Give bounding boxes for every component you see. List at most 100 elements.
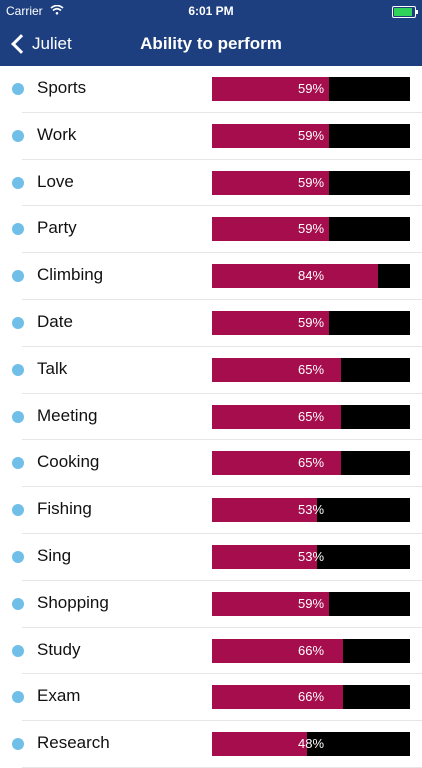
progress-bar: 48% — [212, 732, 410, 757]
progress-bar: 59% — [212, 170, 410, 195]
progress-percent: 66% — [297, 689, 325, 705]
progress-fill — [212, 123, 329, 148]
item-label: Talk — [37, 358, 68, 378]
progress-bar: 66% — [212, 638, 410, 663]
item-label: Research — [37, 733, 110, 753]
item-label: Shopping — [37, 592, 109, 612]
progress-bar: 53% — [212, 544, 410, 569]
progress-bar: 53% — [212, 498, 410, 523]
bullet-dot-icon — [12, 223, 24, 236]
wifi-icon — [50, 4, 64, 18]
progress-percent: 59% — [297, 174, 325, 190]
list-item: Meeting 65% — [0, 394, 422, 441]
bullet-dot-icon — [12, 270, 24, 283]
progress-fill — [212, 404, 341, 429]
progress-fill — [212, 685, 343, 710]
bullet-dot-icon — [12, 316, 24, 329]
progress-percent: 65% — [297, 455, 325, 471]
progress-bar: 84% — [212, 264, 410, 289]
progress-percent: 59% — [297, 127, 325, 143]
item-label: Cooking — [37, 452, 100, 472]
bullet-dot-icon — [12, 644, 24, 657]
progress-bar: 66% — [212, 685, 410, 710]
list-item: Love 59% — [0, 160, 422, 207]
bullet-dot-icon — [12, 457, 24, 470]
list-item: Date 59% — [0, 300, 422, 347]
progress-percent: 53% — [297, 548, 325, 564]
progress-fill — [212, 591, 329, 616]
progress-bar: 65% — [212, 451, 410, 476]
item-label: Study — [37, 639, 81, 659]
progress-fill — [212, 310, 329, 335]
bullet-dot-icon — [12, 410, 24, 423]
bullet-dot-icon — [12, 129, 24, 142]
carrier-label: Carrier — [6, 4, 43, 18]
progress-fill — [212, 170, 329, 195]
progress-percent: 59% — [297, 221, 325, 237]
progress-bar: 59% — [212, 591, 410, 616]
progress-bar: 65% — [212, 357, 410, 382]
progress-percent: 59% — [297, 81, 325, 96]
list-item: Party 59% — [0, 206, 422, 253]
back-button[interactable]: Juliet — [10, 32, 72, 56]
progress-bar: 59% — [212, 310, 410, 335]
progress-percent: 53% — [297, 502, 325, 518]
bullet-dot-icon — [12, 504, 24, 517]
bullet-dot-icon — [12, 176, 24, 189]
item-label: Exam — [37, 686, 81, 706]
item-label: Sing — [37, 545, 72, 565]
item-label: Love — [37, 171, 74, 191]
list-item: Exam 66% — [0, 674, 422, 721]
progress-fill — [212, 544, 317, 569]
progress-fill — [212, 451, 341, 476]
progress-percent: 48% — [297, 736, 325, 752]
clock: 6:01 PM — [188, 4, 234, 18]
item-label: Date — [37, 311, 73, 331]
page-title: Ability to perform — [140, 34, 282, 53]
progress-fill — [212, 498, 317, 523]
list-item: Talk 65% — [0, 347, 422, 394]
item-label: Meeting — [37, 405, 98, 425]
bullet-dot-icon — [12, 691, 24, 704]
list-item: Research 48% — [0, 721, 422, 768]
item-label: Sports — [37, 78, 87, 97]
item-label: Climbing — [37, 265, 104, 285]
progress-percent: 84% — [297, 268, 325, 284]
progress-percent: 66% — [297, 642, 325, 658]
list-item: Cooking 65% — [0, 440, 422, 487]
bullet-dot-icon — [12, 738, 24, 751]
bullet-dot-icon — [12, 550, 24, 563]
progress-fill — [212, 357, 341, 382]
progress-fill — [212, 264, 379, 289]
progress-percent: 65% — [297, 361, 325, 377]
progress-bar: 59% — [212, 77, 410, 101]
item-label: Work — [37, 124, 77, 144]
list-item: Sports 59% — [0, 66, 422, 113]
progress-fill — [212, 638, 343, 663]
bullet-dot-icon — [12, 83, 24, 95]
list-item: Climbing 84% — [0, 253, 422, 300]
progress-bar: 65% — [212, 404, 410, 429]
progress-fill — [212, 77, 329, 101]
status-bar: Carrier 6:01 PM — [0, 0, 422, 22]
bullet-dot-icon — [12, 597, 24, 610]
list-item: Fishing 53% — [0, 487, 422, 534]
navigation-bar: Juliet Ability to perform — [0, 22, 422, 66]
bullet-dot-icon — [12, 363, 24, 376]
progress-percent: 59% — [297, 314, 325, 330]
ability-list: Sports 59% Work 59% Love 59% Party 59% Climbing 8… — [0, 66, 422, 768]
list-item: Shopping 59% — [0, 581, 422, 628]
item-label: Party — [37, 218, 77, 238]
progress-fill — [212, 217, 329, 242]
item-label: Fishing — [37, 499, 92, 519]
list-item: Study 66% — [0, 628, 422, 675]
progress-bar: 59% — [212, 123, 410, 148]
progress-percent: 65% — [297, 408, 325, 424]
list-item: Work 59% — [0, 113, 422, 160]
progress-percent: 59% — [297, 595, 325, 611]
top-bar: Carrier 6:01 PM Juliet Ability to perfor… — [0, 0, 422, 66]
battery-icon — [392, 6, 418, 18]
back-label: Juliet — [32, 34, 72, 53]
list-item: Sing 53% — [0, 534, 422, 581]
progress-bar: 59% — [212, 217, 410, 242]
